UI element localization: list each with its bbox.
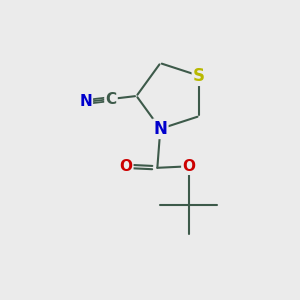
Text: C: C — [105, 92, 117, 106]
Text: S: S — [193, 67, 205, 85]
Text: N: N — [79, 94, 92, 110]
Text: O: O — [182, 159, 195, 174]
Text: N: N — [153, 120, 167, 138]
Text: O: O — [119, 159, 132, 174]
